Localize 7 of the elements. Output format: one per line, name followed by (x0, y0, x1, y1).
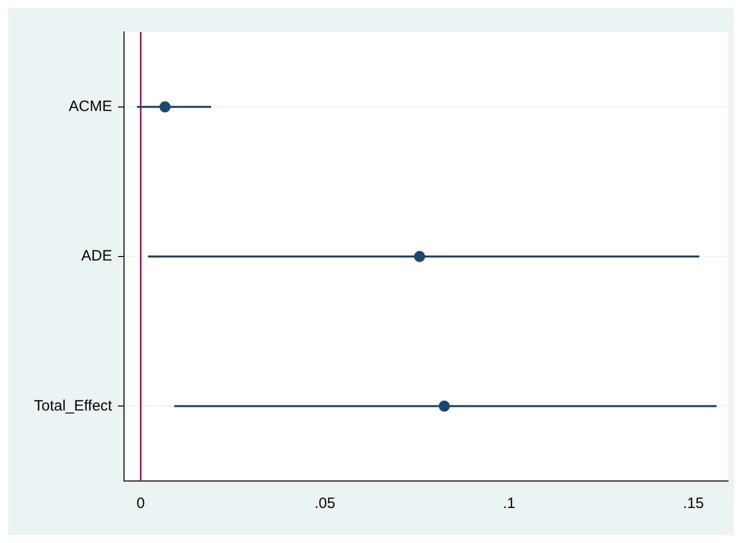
x-tick-label: .1 (502, 495, 516, 512)
x-tick-label: .05 (314, 495, 336, 512)
y-tick-label: Total_Effect (34, 397, 113, 414)
x-tick-label: 0 (136, 495, 145, 512)
y-tick-label: ADE (81, 248, 112, 265)
y-tick-label: ACME (68, 98, 112, 115)
x-tick-label: .15 (682, 495, 704, 512)
